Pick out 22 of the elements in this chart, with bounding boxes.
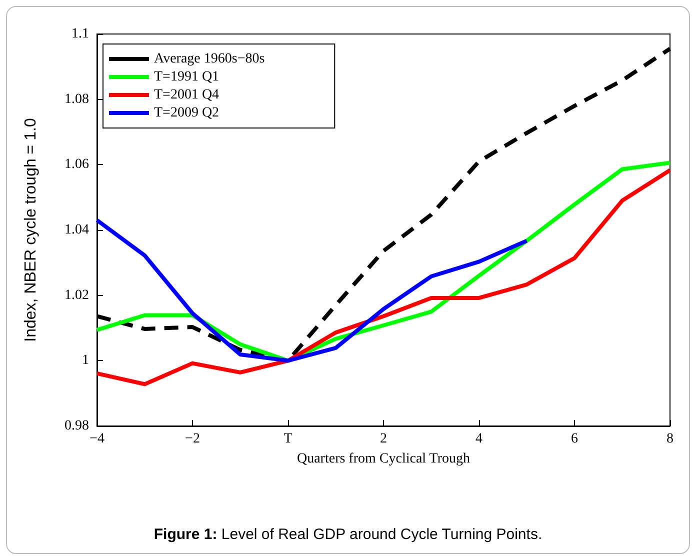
y-tick-label: 1 — [82, 353, 89, 368]
x-tick-label: 4 — [476, 432, 482, 446]
legend-label: Average 1960s−80s — [154, 52, 265, 66]
caption: Figure 1: Level of Real GDP around Cycle Turning Points. — [154, 526, 542, 543]
y-tick-label: 1.08 — [64, 92, 89, 107]
y-tick-label: 0.98 — [64, 418, 89, 434]
y-tick-label: 1.06 — [64, 157, 89, 172]
x-tick-label: −4 — [90, 432, 104, 446]
legend-label: T=1991 Q1 — [154, 70, 220, 84]
legend-label: T=2001 Q4 — [154, 88, 220, 102]
y-tick-label: 1.04 — [64, 222, 89, 238]
x-tick-label: 8 — [666, 432, 674, 446]
legend-label: T=2009 Q2 — [154, 106, 220, 120]
y-axis-title: Index, NBER cycle trough = 1.0 — [22, 118, 40, 342]
y-tick-label: 1.02 — [64, 288, 89, 303]
y-tick-label: 1.1 — [72, 26, 89, 42]
x-tick-label: 2 — [380, 432, 387, 446]
x-tick-label: 6 — [571, 432, 578, 446]
x-tick-label: T — [284, 432, 293, 446]
x-axis-title: Quarters from Cyclical Trough — [296, 452, 470, 466]
line-series — [95, 218, 529, 363]
x-tick-label: −2 — [185, 432, 200, 446]
